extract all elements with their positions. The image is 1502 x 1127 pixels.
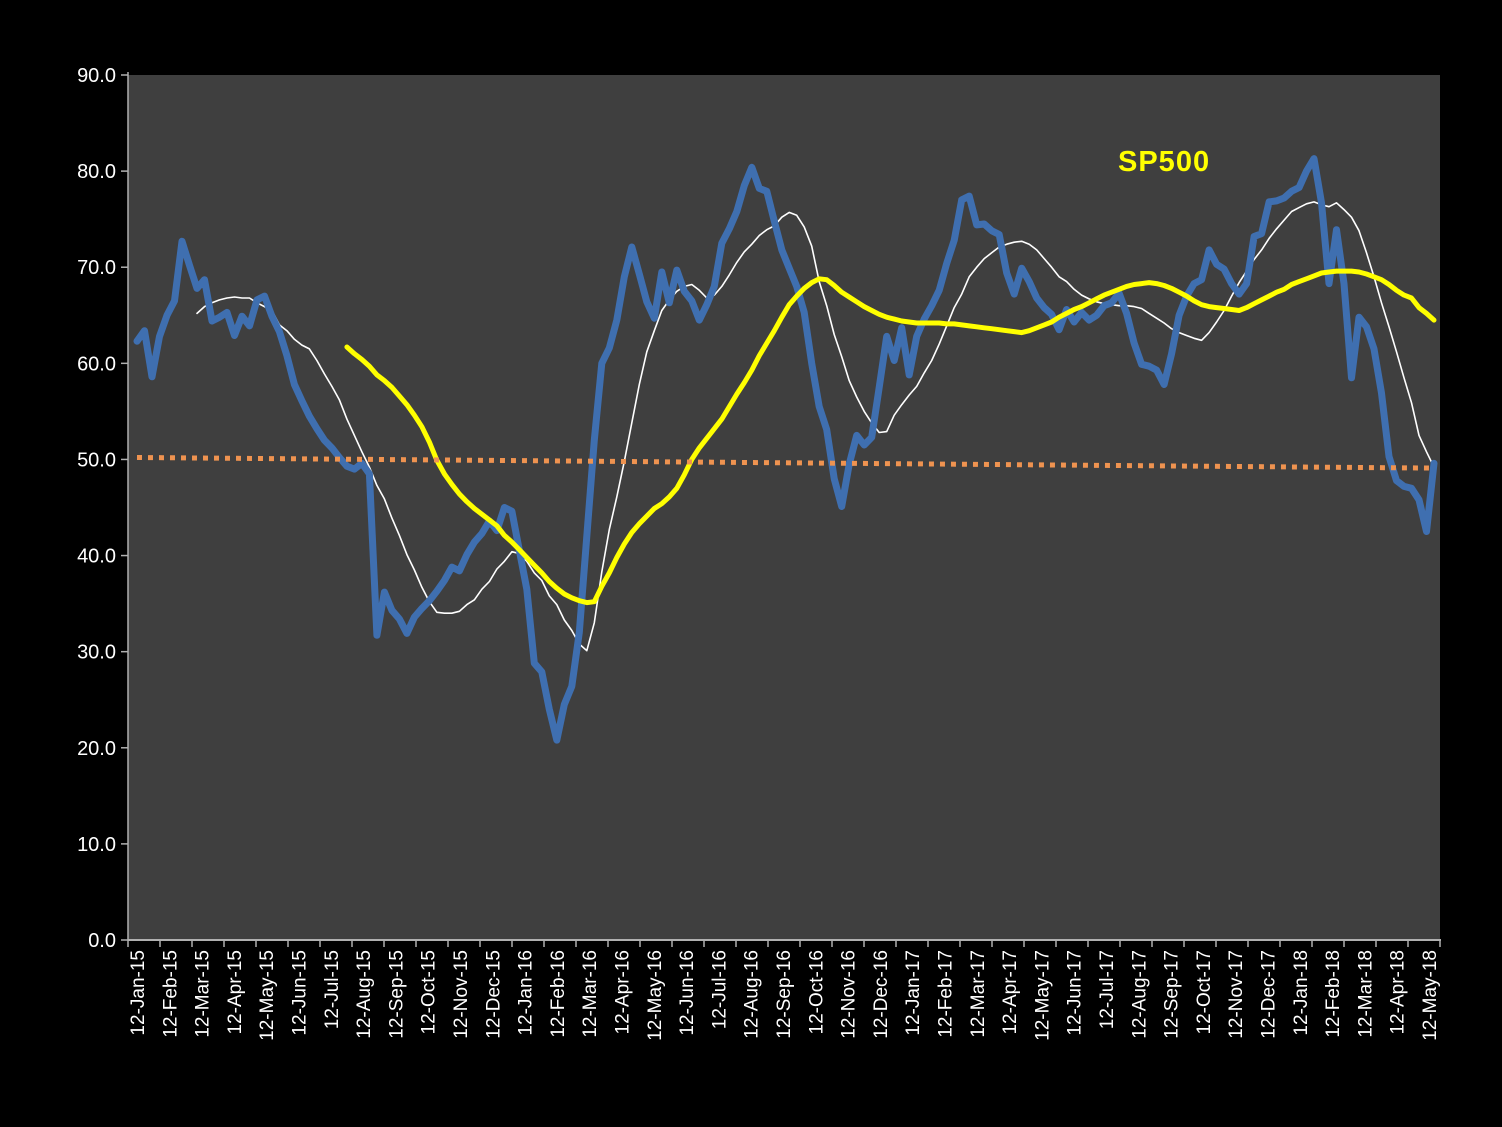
- y-axis-tick-label: 70.0: [77, 257, 116, 279]
- x-axis-tick-label: 12-Jan-16: [516, 950, 537, 1036]
- x-axis-tick-label: 12-Apr-18: [1388, 950, 1409, 1035]
- x-axis-tick-label: 12-Oct-17: [1194, 950, 1215, 1034]
- x-axis-tick-label: 12-Feb-16: [548, 950, 569, 1038]
- y-axis-tick-label: 0.0: [88, 930, 116, 952]
- y-axis-tick-label: 60.0: [77, 353, 116, 375]
- x-axis-tick-label: 12-May-16: [645, 950, 666, 1041]
- x-axis-tick-label: 12-Jan-18: [1291, 950, 1312, 1036]
- y-axis-tick-label: 20.0: [77, 738, 116, 760]
- x-axis-tick-label: 12-Jun-17: [1065, 950, 1086, 1036]
- x-axis-tick-label: 12-Nov-16: [839, 950, 860, 1039]
- x-axis-tick-label: 12-Apr-16: [613, 950, 634, 1035]
- sp500-series-label: SP500: [1118, 146, 1211, 178]
- x-axis-tick-label: 12-Mar-18: [1355, 950, 1376, 1038]
- y-axis-tick-label: 30.0: [77, 642, 116, 664]
- x-axis-tick-label: 12-Dec-16: [871, 950, 892, 1039]
- x-axis-tick-label: 12-Sep-15: [386, 950, 407, 1039]
- x-axis-tick-label: 12-Nov-17: [1226, 950, 1247, 1039]
- x-axis-tick-label: 12-Sep-16: [774, 950, 795, 1039]
- x-axis-tick-label: 12-Dec-15: [483, 950, 504, 1039]
- SP500-series: [344, 268, 1437, 606]
- blue-weekly-indicator-line-series: [133, 155, 1438, 744]
- x-axis-tick-label: 12-Oct-15: [419, 950, 440, 1034]
- y-axis-tick-label: 80.0: [77, 161, 116, 183]
- y-axis-tick-label: 40.0: [77, 546, 116, 568]
- orange-dotted-50-baseline-series: [136, 455, 1435, 471]
- x-axis-tick-label: 12-Aug-15: [354, 950, 375, 1039]
- x-axis-tick-label: 12-Jan-17: [903, 950, 924, 1036]
- x-axis-tick-label: 12-Mar-15: [193, 950, 214, 1038]
- x-axis-tick-label: 12-Jul-17: [1097, 950, 1118, 1029]
- x-axis-tick-label: 12-Apr-15: [225, 950, 246, 1035]
- x-axis-tick-label: 12-Feb-15: [160, 950, 181, 1038]
- x-axis-tick-label: 12-Sep-17: [1162, 950, 1183, 1039]
- x-axis-tick-label: 12-Jun-15: [290, 950, 311, 1036]
- plot-area: [128, 75, 1440, 940]
- x-axis-tick-label: 12-Aug-17: [1129, 950, 1150, 1039]
- x-axis-tick-label: 12-Mar-16: [580, 950, 601, 1038]
- x-axis-tick-label: 12-Dec-17: [1259, 950, 1280, 1039]
- x-axis-tick-label: 12-Feb-17: [936, 950, 957, 1038]
- white-smoothed-line-series: [196, 201, 1435, 652]
- x-axis-tick-label: 12-Jul-15: [322, 950, 343, 1029]
- x-axis-tick-label: 12-Aug-16: [742, 950, 763, 1039]
- x-axis-tick-label: 12-Nov-15: [451, 950, 472, 1039]
- x-axis-tick-label: 12-Jun-16: [677, 950, 698, 1036]
- x-axis-tick-label: 12-May-15: [257, 950, 278, 1041]
- y-axis-tick-label: 50.0: [77, 449, 116, 471]
- x-axis-tick-label: 12-May-18: [1420, 950, 1441, 1041]
- x-axis-tick-label: 12-Feb-18: [1323, 950, 1344, 1038]
- x-axis-tick-label: 12-May-17: [1032, 950, 1053, 1041]
- x-axis-tick-label: 12-Oct-16: [806, 950, 827, 1034]
- y-axis-tick-label: 10.0: [77, 834, 116, 856]
- x-axis-tick-label: 12-Jan-15: [128, 950, 149, 1036]
- x-axis-tick-label: 12-Jul-16: [709, 950, 730, 1029]
- y-axis-tick-label: 90.0: [77, 65, 116, 87]
- x-axis-tick-label: 12-Apr-17: [1000, 950, 1021, 1035]
- x-axis-tick-label: 12-Mar-17: [968, 950, 989, 1038]
